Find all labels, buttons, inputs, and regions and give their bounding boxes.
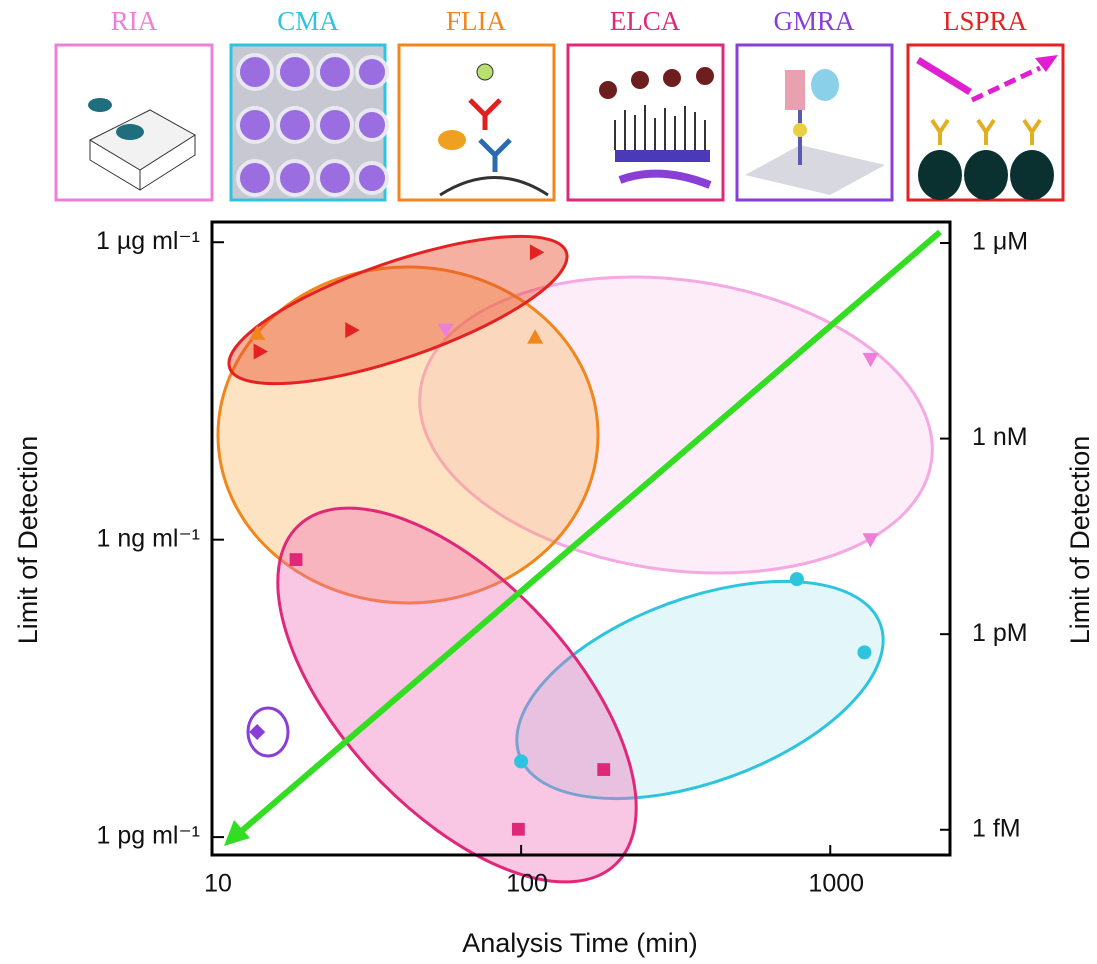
y2-tick-label: 1 pM: [972, 619, 1028, 647]
data-point: [249, 325, 266, 340]
panel-label: ELCA: [610, 6, 681, 36]
plot-frame: [210, 220, 952, 857]
y2-tick-label: 1 nM: [972, 423, 1028, 451]
panel-label: LSPRA: [943, 6, 1028, 36]
y-tick-label: 1 µg ml⁻¹: [96, 227, 200, 255]
data-point: [289, 553, 303, 566]
y2-tick-label: 1 fM: [972, 814, 1021, 842]
data-point: [345, 322, 360, 339]
data-point: [529, 244, 545, 261]
panel-label: RIA: [111, 6, 158, 36]
y2-tick-label: 1 μM: [972, 228, 1028, 256]
data-point: [253, 343, 269, 360]
data-point: [437, 323, 454, 339]
data-point: [527, 329, 544, 344]
x-axis-title: Analysis Time (min): [462, 928, 698, 958]
y-tick-label: 1 pg ml⁻¹: [96, 822, 200, 850]
data-point: [249, 723, 266, 740]
y2-axis-title: Limit of Detection: [1065, 436, 1095, 645]
x-tick-label: 1000: [808, 870, 864, 898]
panel-label: FLIA: [446, 6, 507, 36]
x-tick-label: 100: [506, 870, 548, 898]
panel-labels: RIA CMA FLIA ELCA GMRA LSPRA: [111, 6, 1028, 36]
data-point: [857, 645, 872, 660]
panel-label: CMA: [277, 6, 339, 36]
data-point: [862, 533, 879, 548]
trend-arrow: [224, 229, 942, 846]
y-tick-label: 1 ng ml⁻¹: [96, 524, 200, 552]
data-point: [789, 572, 804, 587]
data-point: [512, 822, 525, 836]
y-axis-title: Limit of Detection: [13, 436, 43, 645]
x-tick-label: 10: [204, 870, 232, 898]
panel-label: GMRA: [773, 6, 855, 36]
panel-images: [54, 43, 1065, 202]
data-point: [597, 763, 611, 776]
group-ellipses: [216, 234, 934, 884]
data-point: [514, 754, 529, 769]
data-point: [862, 352, 879, 368]
